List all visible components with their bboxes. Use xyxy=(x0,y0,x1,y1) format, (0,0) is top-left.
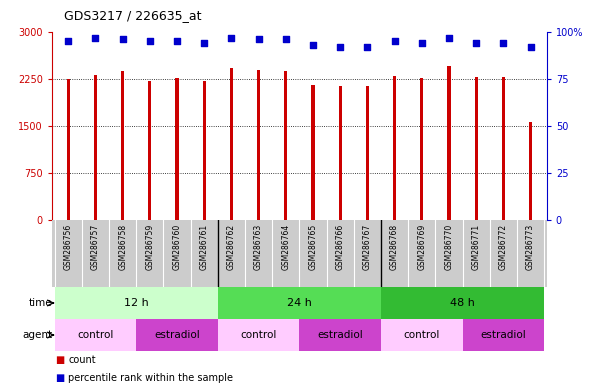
Bar xyxy=(175,78,178,220)
Bar xyxy=(338,86,342,220)
Bar xyxy=(393,76,396,220)
Point xyxy=(118,36,128,43)
Text: GSM286767: GSM286767 xyxy=(363,223,372,270)
Bar xyxy=(366,86,369,220)
Text: estradiol: estradiol xyxy=(317,330,363,340)
Bar xyxy=(136,319,218,351)
Bar xyxy=(230,68,233,220)
Point xyxy=(362,44,372,50)
Point xyxy=(335,44,345,50)
Bar xyxy=(284,71,287,220)
Text: GSM286771: GSM286771 xyxy=(472,223,481,270)
Point xyxy=(471,40,481,46)
Text: GSM286764: GSM286764 xyxy=(281,223,290,270)
Bar xyxy=(67,79,70,220)
Text: GSM286757: GSM286757 xyxy=(91,223,100,270)
Point xyxy=(254,36,263,43)
Point xyxy=(64,38,73,44)
Text: GSM286762: GSM286762 xyxy=(227,223,236,270)
Bar xyxy=(203,81,206,220)
Bar xyxy=(381,319,463,351)
Text: control: control xyxy=(240,330,277,340)
Text: estradiol: estradiol xyxy=(154,330,200,340)
Point xyxy=(417,40,426,46)
Text: GSM286756: GSM286756 xyxy=(64,223,73,270)
Text: control: control xyxy=(77,330,114,340)
Bar xyxy=(502,77,505,220)
Text: 12 h: 12 h xyxy=(124,298,148,308)
Text: GSM286773: GSM286773 xyxy=(526,223,535,270)
Point xyxy=(444,35,454,41)
Text: agent: agent xyxy=(23,330,53,340)
Bar xyxy=(475,77,478,220)
Bar xyxy=(148,81,152,220)
Point xyxy=(499,40,508,46)
Text: control: control xyxy=(404,330,440,340)
Text: GSM286761: GSM286761 xyxy=(200,223,209,270)
Text: GSM286768: GSM286768 xyxy=(390,223,399,270)
Text: count: count xyxy=(68,356,96,366)
Bar xyxy=(381,287,544,319)
Text: estradiol: estradiol xyxy=(480,330,526,340)
Text: GSM286765: GSM286765 xyxy=(309,223,318,270)
Bar xyxy=(529,122,532,220)
Text: GSM286772: GSM286772 xyxy=(499,223,508,270)
Point xyxy=(525,44,535,50)
Text: GDS3217 / 226635_at: GDS3217 / 226635_at xyxy=(64,9,202,22)
Text: time: time xyxy=(29,298,53,308)
Point xyxy=(172,38,182,44)
Text: percentile rank within the sample: percentile rank within the sample xyxy=(68,373,233,383)
Bar xyxy=(121,71,124,220)
Bar xyxy=(54,287,218,319)
Text: ■: ■ xyxy=(55,356,64,366)
Bar xyxy=(218,319,299,351)
Text: GSM286758: GSM286758 xyxy=(118,223,127,270)
Text: GSM286769: GSM286769 xyxy=(417,223,426,270)
Text: GSM286760: GSM286760 xyxy=(172,223,181,270)
Bar xyxy=(299,319,381,351)
Bar xyxy=(312,85,315,220)
Bar xyxy=(218,287,381,319)
Bar xyxy=(257,70,260,220)
Point xyxy=(227,35,236,41)
Text: ■: ■ xyxy=(55,373,64,383)
Point xyxy=(308,42,318,48)
Text: GSM286766: GSM286766 xyxy=(335,223,345,270)
Bar xyxy=(463,319,544,351)
Bar xyxy=(94,75,97,220)
Point xyxy=(145,38,155,44)
Text: GSM286759: GSM286759 xyxy=(145,223,155,270)
Text: GSM286770: GSM286770 xyxy=(444,223,453,270)
Text: 48 h: 48 h xyxy=(450,298,475,308)
Point xyxy=(199,40,209,46)
Text: GSM286763: GSM286763 xyxy=(254,223,263,270)
Point xyxy=(90,35,100,41)
Bar xyxy=(420,78,423,220)
Bar xyxy=(54,319,136,351)
Point xyxy=(390,38,400,44)
Text: 24 h: 24 h xyxy=(287,298,312,308)
Point xyxy=(281,36,291,43)
Bar xyxy=(447,66,450,220)
